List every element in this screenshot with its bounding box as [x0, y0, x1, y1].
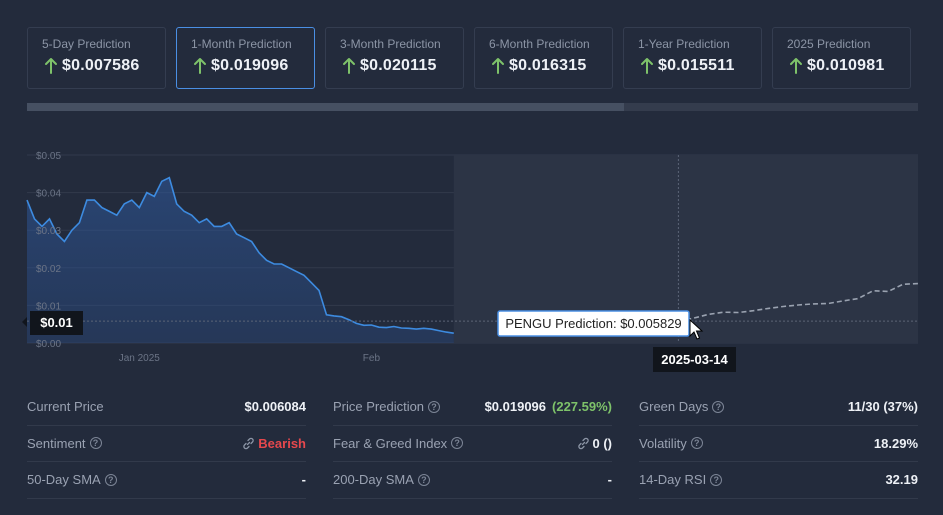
- link-icon: [577, 437, 589, 449]
- price-marker-label: $0.01: [40, 315, 73, 330]
- stat-value: Bearish: [258, 435, 306, 451]
- help-icon[interactable]: ?: [690, 437, 703, 450]
- crosshair-date-text: 2025-03-14: [661, 352, 728, 367]
- help-icon[interactable]: ?: [428, 400, 441, 413]
- stat-label: Green Days: [639, 399, 709, 415]
- stat-value: $0.006084: [244, 399, 306, 415]
- price-marker: $0.01: [22, 311, 83, 335]
- tooltip-text: PENGU Prediction: $0.005829: [505, 316, 681, 331]
- y-tick-label: $0.04: [36, 189, 61, 200]
- stat-value-wrap[interactable]: 0 (): [577, 435, 613, 451]
- stat-label: 200-Day SMA: [333, 472, 414, 488]
- card-label: 1-Year Prediction: [638, 37, 730, 51]
- historical-price-line: [26, 176, 454, 334]
- link-icon: [243, 437, 254, 449]
- y-tick-label: $0.01: [36, 301, 61, 312]
- stat-fear-greed: Fear & Greed Index? 0 (): [333, 426, 613, 462]
- stat-14-day-rsi: 14-Day RSI? 32.19: [639, 462, 918, 499]
- y-tick-label: $0.00: [36, 339, 61, 350]
- card-3-month[interactable]: 3-Month Prediction $0.020115: [325, 27, 464, 89]
- stat-sentiment: Sentiment? Bearish: [27, 426, 306, 462]
- card-value: $0.016315: [509, 57, 587, 74]
- up-arrow-icon: [492, 58, 504, 74]
- y-tick-label: $0.02: [36, 264, 61, 275]
- card-5-day[interactable]: 5-Day Prediction $0.007586: [27, 27, 166, 89]
- card-value: $0.007586: [62, 57, 140, 74]
- stat-label-wrap: 14-Day RSI?: [639, 472, 723, 488]
- card-1-year[interactable]: 1-Year Prediction $0.015511: [623, 27, 762, 89]
- stat-label: Sentiment: [27, 435, 86, 451]
- stat-value: $0.019096: [484, 399, 547, 415]
- stat-label: 14-Day RSI: [639, 472, 707, 488]
- card-value: $0.010981: [807, 57, 885, 74]
- y-axis-labels: $0.05 $0.04 $0.03 $0.02 $0.01 $0.00: [36, 151, 61, 350]
- up-arrow-icon: [343, 58, 355, 74]
- stats-grid: Current Price $0.006084 Price Prediction…: [27, 389, 918, 499]
- stat-label-wrap: Sentiment?: [27, 436, 102, 451]
- stat-label: Price Prediction: [333, 399, 425, 415]
- y-tick-label: $0.03: [36, 226, 61, 237]
- stat-volatility: Volatility? 18.29%: [639, 426, 918, 462]
- card-2025[interactable]: 2025 Prediction $0.010981: [772, 27, 911, 89]
- help-icon[interactable]: ?: [104, 473, 117, 486]
- help-icon[interactable]: ?: [451, 437, 464, 450]
- stat-label-wrap: Fear & Greed Index?: [333, 435, 464, 451]
- card-label: 5-Day Prediction: [42, 37, 131, 51]
- stat-value: -: [607, 472, 612, 488]
- stat-value: -: [301, 472, 306, 488]
- tooltip: PENGU Prediction: $0.005829: [497, 310, 690, 337]
- stat-value: 11/30 (37%): [847, 399, 918, 415]
- stat-label-wrap: Volatility?: [639, 436, 703, 451]
- stat-label-wrap: Green Days?: [639, 399, 725, 415]
- card-label: 3-Month Prediction: [340, 37, 441, 51]
- x-tick-label: Jan 2025: [119, 353, 161, 364]
- card-label: 1-Month Prediction: [191, 37, 292, 51]
- stat-current-price: Current Price $0.006084: [27, 389, 306, 426]
- stat-label-wrap: 50-Day SMA?: [27, 472, 117, 487]
- help-icon[interactable]: ?: [710, 473, 723, 486]
- up-arrow-icon: [45, 58, 57, 74]
- stat-value: 32.19: [885, 472, 918, 488]
- prediction-line: [678, 282, 919, 322]
- stat-label: Volatility: [639, 435, 687, 451]
- cursor-icon: [689, 318, 704, 340]
- price-chart[interactable]: $0.05 $0.04 $0.03 $0.02 $0.01 $0.00 Jan 2025 F…: [0, 140, 943, 376]
- x-axis-labels: Jan 2025 Feb: [119, 353, 381, 364]
- stat-value-wrap[interactable]: Bearish: [242, 436, 306, 451]
- stat-label: 50-Day SMA: [27, 472, 101, 488]
- stat-value-wrap: $0.019096 (227.59%): [485, 399, 612, 414]
- card-label: 2025 Prediction: [787, 37, 871, 51]
- stat-green-days: Green Days? 11/30 (37%): [639, 389, 918, 426]
- up-arrow-icon: [790, 58, 802, 74]
- stat-label-wrap: Price Prediction?: [333, 399, 441, 415]
- x-tick-label: Feb: [363, 353, 381, 364]
- stat-price-prediction: Price Prediction? $0.019096 (227.59%): [333, 389, 612, 426]
- card-6-month[interactable]: 6-Month Prediction $0.016315: [474, 27, 613, 89]
- stat-label: Current Price: [27, 399, 104, 415]
- help-icon[interactable]: ?: [417, 473, 430, 486]
- stat-label-wrap: 200-Day SMA?: [333, 472, 430, 487]
- stat-value: 18.29%: [873, 435, 918, 451]
- stat-value: 0 (): [592, 435, 613, 451]
- card-value: $0.019096: [211, 57, 289, 74]
- card-label: 6-Month Prediction: [489, 37, 590, 51]
- stat-200-day-sma: 200-Day SMA? -: [333, 462, 612, 499]
- y-tick-label: $0.05: [36, 151, 61, 162]
- prediction-cards: 5-Day Prediction $0.007586 1-Month Predi…: [27, 27, 911, 89]
- up-arrow-icon: [194, 58, 206, 74]
- card-value: $0.020115: [360, 57, 437, 74]
- help-icon[interactable]: ?: [712, 400, 725, 413]
- crosshair-date-label: 2025-03-14: [653, 347, 736, 372]
- help-icon[interactable]: ?: [89, 437, 102, 450]
- card-1-month[interactable]: 1-Month Prediction $0.019096: [176, 27, 315, 89]
- stat-50-day-sma: 50-Day SMA? -: [27, 462, 306, 499]
- stat-label: Fear & Greed Index: [333, 435, 448, 451]
- historical-area-fill: [27, 177, 454, 343]
- progress-fill: [27, 103, 624, 111]
- stat-percent: (227.59%): [552, 399, 612, 415]
- card-value: $0.015511: [658, 57, 735, 74]
- up-arrow-icon: [641, 58, 653, 74]
- timeline-progress-bar: [27, 103, 918, 111]
